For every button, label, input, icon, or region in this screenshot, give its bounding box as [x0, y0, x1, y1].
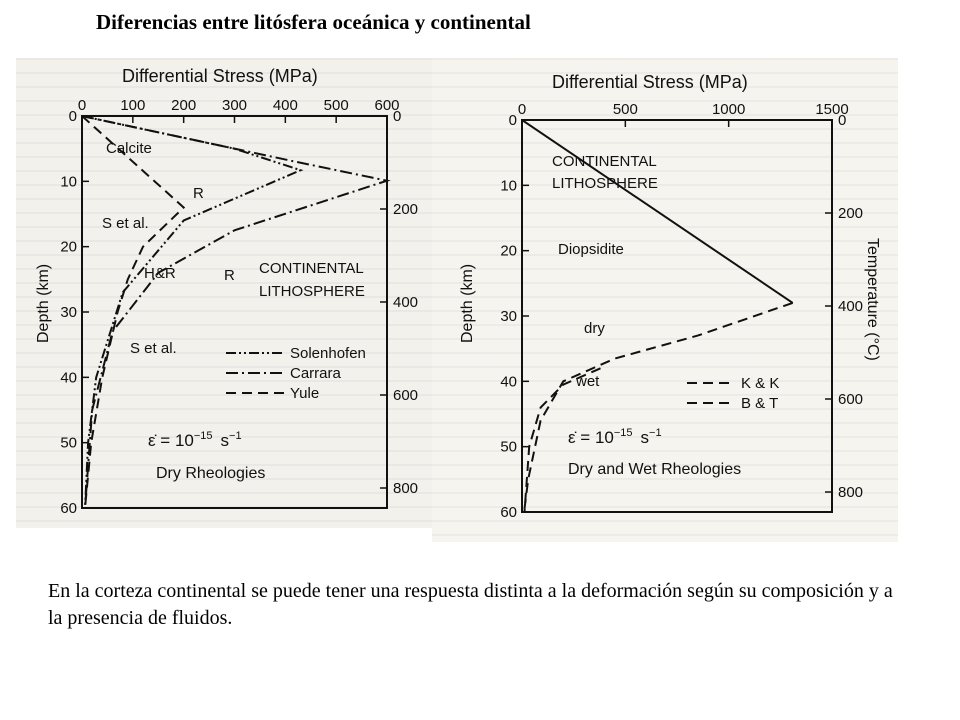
- x-tick-label: 1500: [815, 101, 848, 118]
- legend-label: Solenhofen: [290, 345, 366, 362]
- series-line-k-k: [523, 301, 794, 513]
- annotation-calcite: Calcite: [106, 140, 152, 157]
- x-tick-label: 0: [518, 101, 526, 118]
- legend-label: B & T: [741, 395, 778, 412]
- x-tick-label: 1000: [712, 101, 745, 118]
- y-tick-label: 30: [500, 308, 517, 325]
- series-line-carrara: [81, 115, 391, 509]
- plot-frame: [81, 115, 388, 509]
- right-chart-title: Differential Stress (MPa): [552, 72, 748, 92]
- y-tick-label: 50: [500, 439, 517, 456]
- y2-tick-label: 800: [838, 484, 863, 501]
- y-tick-label: 0: [509, 112, 517, 129]
- y-tick-label: 20: [500, 243, 517, 260]
- annotation-continental: CONTINENTAL: [259, 260, 364, 277]
- y-tick-label: 60: [500, 504, 517, 521]
- series-line-brittle: [521, 119, 794, 304]
- x-tick-label: 100: [120, 97, 145, 114]
- slide-title: Diferencias entre litósfera oceánica y c…: [96, 10, 531, 34]
- annotation-lithosphere-right: LITHOSPHERE: [552, 175, 658, 192]
- right-figure-scan: 0 500 1000 1500 0 10 20 30 40 50 60 0 200 400 600 800 D…: [432, 58, 898, 542]
- y2-tick-label: 0: [393, 108, 401, 125]
- y-tick-label: 60: [60, 500, 77, 517]
- right-y-axis-label: Depth (km): [459, 264, 476, 343]
- x-tick-label: 600: [374, 97, 399, 114]
- y2-tick-label: 0: [838, 112, 846, 129]
- y-tick-label: 10: [500, 177, 517, 194]
- y-tick-label: 40: [60, 369, 77, 386]
- legend-label: Carrara: [290, 365, 342, 382]
- y2-tick-label: 400: [393, 294, 418, 311]
- left-rheology-label: Dry Rheologies: [156, 465, 265, 482]
- x-tick-label: 400: [273, 97, 298, 114]
- y2-tick-label: 200: [838, 205, 863, 222]
- slide-caption: En la corteza continental se puede tener…: [48, 580, 893, 629]
- y2-tick-label: 800: [393, 480, 418, 497]
- x-tick-label: 200: [171, 97, 196, 114]
- annotation-s-et-al-upper: S et al.: [102, 215, 149, 232]
- annotation-diopsidite: Diopsidite: [558, 241, 624, 258]
- left-figure-scan: 0 100 200 300 400 500 600 0 10 20 30 40 50 60 0 200 400 6…: [16, 58, 468, 528]
- x-tick-label: 0: [78, 97, 86, 114]
- right-rheology-label: Dry and Wet Rheologies: [568, 461, 741, 478]
- series-line-solenhofen: [81, 115, 304, 509]
- x-tick-label: 500: [324, 97, 349, 114]
- left-strain-rate: ε̇ = 10−15 s−1: [148, 430, 242, 450]
- annotation-s-et-al-lower: S et al.: [130, 340, 177, 357]
- y2-tick-label: 400: [838, 298, 863, 315]
- y-tick-label: 0: [69, 108, 77, 125]
- y-tick-label: 20: [60, 239, 77, 256]
- right-y2-axis-label: Temperature (°C): [864, 238, 881, 361]
- annotation-lithosphere: LITHOSPHERE: [259, 283, 365, 300]
- right-scan-texture: [432, 58, 898, 542]
- annotation-hr: H&R: [144, 265, 176, 282]
- left-y-axis-label: Depth (km): [35, 264, 52, 343]
- left-chart-title: Differential Stress (MPa): [122, 66, 318, 86]
- annotation-wet: wet: [575, 373, 600, 390]
- series-line-yule: [81, 115, 186, 509]
- y-tick-label: 40: [500, 373, 517, 390]
- y2-tick-label: 200: [393, 201, 418, 218]
- right-strain-rate: ε̇ = 10−15 s−1: [568, 427, 662, 447]
- left-chart: 0 100 200 300 400 500 600010203040506002004006…: [35, 66, 418, 517]
- annotation-dry: dry: [584, 320, 605, 337]
- y-tick-label: 50: [60, 435, 77, 452]
- right-legend: K & K B & T: [687, 375, 779, 412]
- y2-tick-label: 600: [393, 387, 418, 404]
- y-tick-label: 30: [60, 304, 77, 321]
- legend-label: Yule: [290, 385, 319, 402]
- series-line-b-t: [523, 367, 601, 513]
- y2-tick-label: 600: [838, 391, 863, 408]
- x-tick-label: 500: [613, 101, 638, 118]
- x-tick-label: 300: [222, 97, 247, 114]
- annotation-r-upper: R: [193, 185, 204, 202]
- annotation-r-lower: R: [224, 267, 235, 284]
- y-tick-label: 10: [60, 173, 77, 190]
- left-legend: Solenhofen Carrara Yule: [226, 345, 366, 402]
- annotation-continental-right: CONTINENTAL: [552, 153, 657, 170]
- legend-label: K & K: [741, 375, 779, 392]
